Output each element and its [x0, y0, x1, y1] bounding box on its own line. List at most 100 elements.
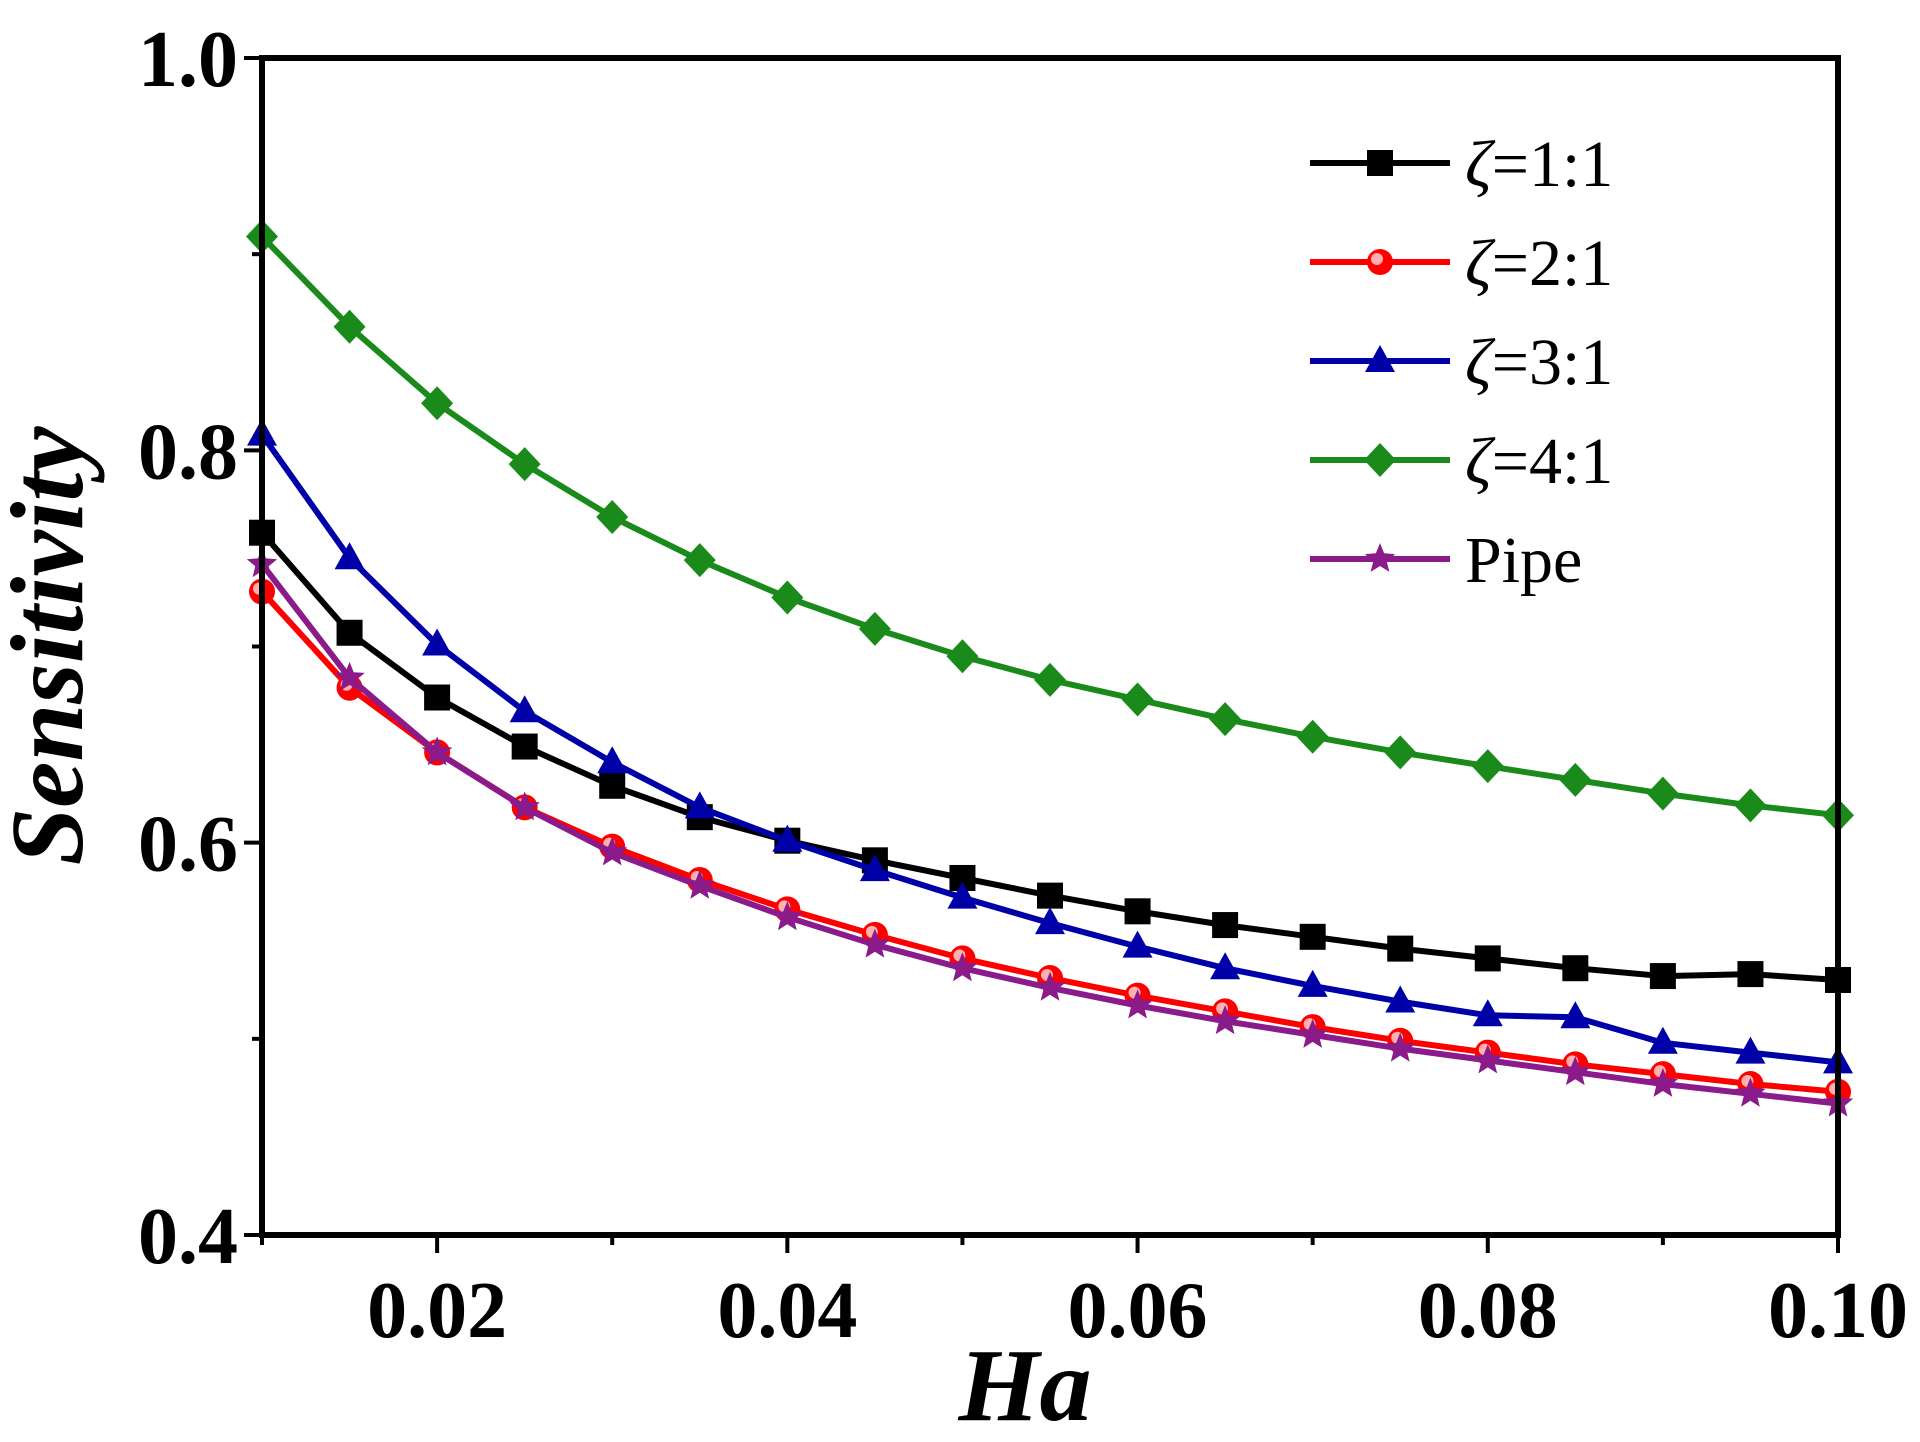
data-point-zeta-1-1-14 [1474, 945, 1501, 972]
legend-symbol: ζ [1465, 326, 1496, 399]
data-point-zeta-4-1-7 [858, 611, 891, 646]
legend-marker-zeta-1-1 [1367, 150, 1393, 176]
legend-ratio: =2:1 [1492, 227, 1614, 300]
data-point-zeta-1-1-17 [1737, 961, 1764, 988]
data-point-zeta-3-1-4 [597, 746, 628, 774]
y-tick-label: 0.6 [138, 801, 238, 889]
data-point-zeta-3-1-11 [1210, 952, 1241, 980]
data-point-zeta-3-1-14 [1472, 999, 1503, 1027]
data-point-zeta-4-1-1 [333, 309, 366, 344]
data-point-zeta-3-1-17 [1735, 1036, 1766, 1064]
legend-label: Pipe [1465, 524, 1582, 597]
data-point-zeta-4-1-3 [508, 447, 541, 482]
y-tick-label: 1.0 [138, 16, 238, 104]
data-point-zeta-1-1-11 [1212, 912, 1239, 939]
data-point-zeta-1-1-3 [511, 733, 538, 760]
data-point-pipe-12 [1297, 1018, 1328, 1048]
legend-symbol: ζ [1465, 128, 1496, 201]
x-axis-title: Ha [958, 1328, 1092, 1442]
legend-symbol: ζ [1465, 425, 1496, 498]
y-axis-title: Sensitivity [0, 426, 105, 866]
data-point-pipe-9 [1034, 971, 1066, 1001]
data-point-pipe-7 [859, 928, 891, 958]
legend-item-zeta-4-1: ζ=4:1 [1310, 425, 1613, 498]
data-point-zeta-1-1-9 [1037, 882, 1063, 909]
legend-item-zeta-3-1: ζ=3:1 [1310, 326, 1613, 399]
data-point-zeta-1-1-10 [1124, 898, 1151, 925]
data-point-zeta-4-1-6 [771, 580, 804, 615]
x-tick-label: 0.08 [1418, 1267, 1558, 1355]
data-point-pipe-13 [1385, 1032, 1416, 1062]
x-tick-label: 0.06 [1068, 1267, 1208, 1355]
data-point-zeta-3-1-15 [1560, 1001, 1591, 1029]
data-point-zeta-3-1-3 [509, 695, 540, 723]
data-point-zeta-4-1-2 [421, 386, 454, 421]
data-point-pipe-6 [772, 901, 803, 931]
x-tick-label: 0.02 [367, 1267, 507, 1355]
data-point-zeta-3-1-16 [1647, 1026, 1678, 1054]
legend-label: ζ=2:1 [1465, 227, 1613, 300]
x-tick-label: 0.10 [1768, 1267, 1908, 1355]
legend-label: ζ=4:1 [1465, 425, 1613, 498]
series-pipe [246, 548, 1854, 1117]
data-point-pipe-16 [1647, 1068, 1679, 1097]
legend-symbol: ζ [1465, 227, 1496, 300]
data-point-zeta-4-1-10 [1121, 682, 1154, 717]
legend-marker-zeta-3-1 [1365, 345, 1395, 372]
data-point-zeta-3-1-10 [1122, 930, 1153, 958]
legend-item-zeta-2-1: ζ=2:1 [1310, 227, 1613, 300]
data-point-zeta-1-1-2 [424, 684, 451, 711]
legend-ratio: =4:1 [1492, 425, 1614, 498]
legend-ratio: Pipe [1465, 524, 1582, 597]
data-point-pipe-14 [1472, 1044, 1503, 1074]
data-point-zeta-1-1-4 [599, 772, 626, 799]
data-point-pipe-10 [1122, 989, 1153, 1019]
data-point-zeta-1-1-12 [1299, 923, 1326, 950]
data-point-zeta-4-1-16 [1646, 776, 1679, 811]
data-point-zeta-4-1-15 [1559, 762, 1592, 797]
data-point-zeta-1-1-1 [336, 619, 363, 646]
legend-label: ζ=1:1 [1465, 128, 1613, 201]
legend-label: ζ=3:1 [1465, 326, 1613, 399]
data-point-zeta-1-1-16 [1649, 963, 1676, 990]
data-point-zeta-4-1-13 [1384, 735, 1417, 770]
legend-marker-zeta-4-1 [1364, 443, 1396, 477]
data-point-zeta-4-1-8 [946, 639, 979, 674]
series-zeta-4-1 [246, 219, 1854, 833]
data-point-zeta-3-1-13 [1385, 985, 1416, 1013]
data-point-pipe-5 [684, 869, 715, 899]
y-tick-label: 0.8 [138, 408, 238, 496]
legend-ratio: =3:1 [1492, 326, 1614, 399]
data-point-zeta-4-1-12 [1296, 719, 1329, 754]
data-point-pipe-4 [597, 836, 628, 866]
data-point-zeta-3-1-12 [1297, 969, 1328, 997]
data-point-zeta-4-1-5 [683, 543, 716, 578]
data-point-pipe-2 [421, 736, 453, 766]
data-point-zeta-4-1-17 [1734, 788, 1767, 823]
data-point-zeta-4-1-9 [1034, 662, 1066, 697]
legend-ratio: =1:1 [1492, 128, 1614, 201]
data-point-pipe-3 [509, 791, 540, 821]
y-tick-label: 0.4 [138, 1193, 238, 1281]
x-tick-label: 0.04 [717, 1267, 857, 1355]
legend-marker-pipe [1364, 543, 1396, 572]
data-point-pipe-15 [1560, 1056, 1591, 1086]
data-point-zeta-3-1-7 [859, 854, 890, 882]
data-point-pipe-8 [947, 952, 978, 982]
data-point-pipe-17 [1735, 1077, 1766, 1107]
ticks-layer [244, 56, 1840, 1253]
data-point-zeta-3-1-8 [947, 881, 978, 909]
data-point-zeta-3-1-5 [684, 791, 715, 819]
data-point-zeta-3-1-6 [772, 824, 803, 852]
data-point-pipe-11 [1209, 1005, 1241, 1035]
tick-labels: 0.02 0.04 0.06 0.08 0.10 0.4 0.6 0.8 1.0 [138, 16, 1908, 1355]
legend-item-zeta-1-1: ζ=1:1 [1310, 128, 1613, 201]
data-point-zeta-3-1-1 [334, 542, 365, 570]
data-point-zeta-4-1-4 [596, 500, 629, 535]
data-point-zeta-3-1-9 [1035, 907, 1065, 935]
legend-marker-zeta-2-1 [1367, 249, 1393, 275]
data-point-zeta-1-1-15 [1562, 955, 1589, 982]
legend-item-pipe: Pipe [1310, 524, 1582, 597]
